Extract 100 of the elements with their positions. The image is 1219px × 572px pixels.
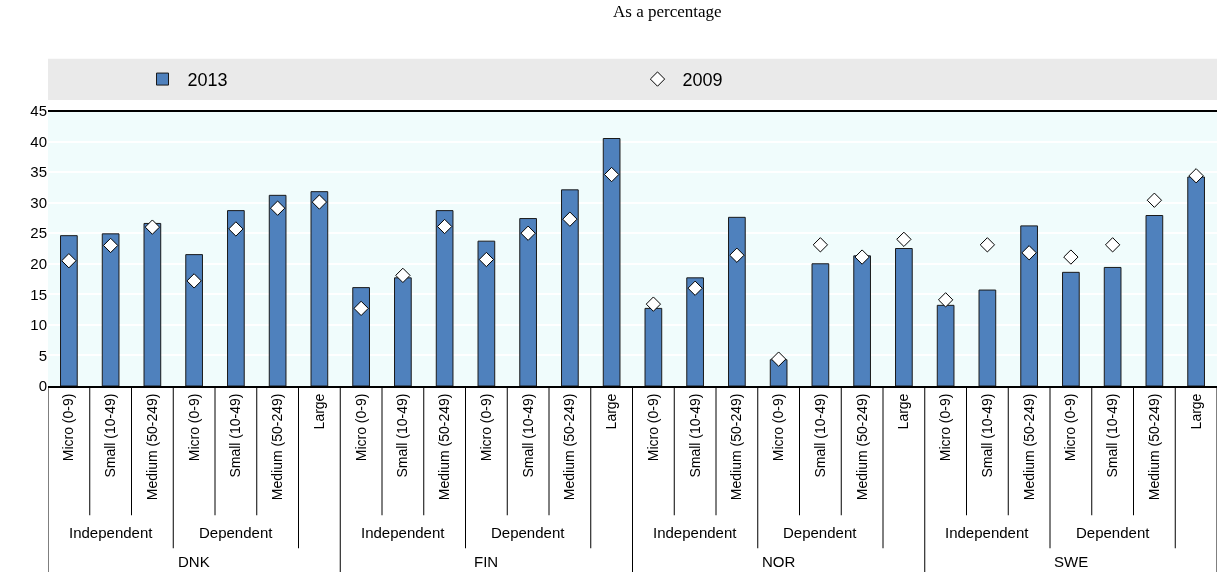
point bbox=[436, 218, 453, 235]
chart-subtitle: As a percentage bbox=[613, 2, 722, 21]
text: SWE bbox=[1054, 553, 1089, 570]
bar bbox=[853, 255, 871, 386]
bar bbox=[936, 304, 955, 386]
legend-label: 2013 bbox=[187, 70, 228, 91]
text: Independent bbox=[69, 524, 154, 541]
x-tick-label: Medium (50-249) bbox=[561, 393, 578, 501]
bar bbox=[602, 138, 621, 386]
x-tick-label: Medium (50-249) bbox=[853, 393, 870, 501]
y-tick-label: 40 bbox=[30, 132, 47, 150]
bar bbox=[394, 277, 412, 386]
bar bbox=[728, 216, 746, 386]
y-tick-label: 25 bbox=[30, 224, 47, 242]
x-tick-label: Medium (50-249) bbox=[436, 393, 453, 501]
point bbox=[61, 253, 77, 269]
bar bbox=[561, 189, 579, 386]
bar bbox=[143, 222, 162, 386]
bar bbox=[310, 191, 329, 386]
x-tick-label: Micro (0-9) bbox=[644, 393, 661, 462]
point bbox=[937, 292, 954, 308]
text: Dependent bbox=[783, 524, 858, 541]
text: Dependent bbox=[199, 524, 274, 541]
text: NOR bbox=[762, 553, 796, 570]
bar bbox=[1062, 271, 1080, 386]
x-tick-label: Large bbox=[603, 393, 620, 430]
y-tick-label: 45 bbox=[30, 102, 47, 120]
x-tick-label: Micro (0-9) bbox=[937, 393, 954, 462]
bar bbox=[1145, 215, 1164, 386]
point bbox=[186, 273, 202, 289]
legend-label: 2009 bbox=[682, 70, 723, 91]
bar bbox=[101, 233, 120, 386]
y-tick-label: 35 bbox=[30, 163, 47, 181]
x-tick-label: Micro (0-9) bbox=[352, 393, 369, 462]
x-tick-label: Small (10-49) bbox=[811, 393, 828, 478]
bar bbox=[1103, 266, 1122, 386]
point bbox=[395, 267, 411, 284]
bar bbox=[435, 210, 454, 386]
bar bbox=[1187, 176, 1205, 386]
y-tick-label: 20 bbox=[30, 255, 47, 273]
x-tick-label: Small (10-49) bbox=[686, 393, 703, 478]
bar bbox=[978, 289, 997, 386]
text: DNK bbox=[178, 553, 210, 570]
y-tick-label: 5 bbox=[38, 346, 47, 364]
point bbox=[979, 237, 996, 253]
x-tick-label: Medium (50-249) bbox=[269, 393, 286, 501]
x-tick-label: Medium (50-249) bbox=[1145, 393, 1162, 501]
x-tick-label: Medium (50-249) bbox=[143, 393, 160, 501]
x-tick-label: Small (10-49) bbox=[102, 393, 119, 478]
point bbox=[1063, 249, 1079, 265]
y-tick-label: 10 bbox=[30, 316, 47, 334]
bar bbox=[519, 218, 537, 386]
point bbox=[228, 221, 244, 237]
x-tick-label: Micro (0-9) bbox=[60, 393, 77, 462]
point bbox=[645, 296, 662, 312]
x-tick-label: Small (10-49) bbox=[978, 393, 995, 478]
point bbox=[1188, 168, 1204, 184]
point bbox=[603, 166, 620, 183]
x-tick-label: Small (10-49) bbox=[519, 393, 536, 478]
x-tick-label: Small (10-49) bbox=[394, 393, 411, 478]
x-tick-label: Micro (0-9) bbox=[1062, 393, 1079, 462]
point bbox=[896, 231, 912, 247]
point bbox=[812, 237, 829, 253]
bar bbox=[1020, 225, 1038, 386]
bar bbox=[895, 248, 913, 386]
bar bbox=[644, 307, 663, 386]
text: Dependent bbox=[491, 524, 566, 541]
text: Independent bbox=[361, 524, 446, 541]
bar bbox=[477, 240, 496, 386]
point bbox=[729, 247, 745, 263]
point bbox=[102, 237, 119, 254]
text: Independent bbox=[945, 524, 1030, 541]
point bbox=[353, 300, 369, 317]
point bbox=[770, 351, 787, 367]
x-tick-label: Micro (0-9) bbox=[185, 393, 202, 462]
point bbox=[1104, 237, 1121, 253]
bar bbox=[185, 254, 203, 386]
point bbox=[687, 280, 703, 296]
point bbox=[269, 200, 286, 216]
point bbox=[1146, 192, 1163, 208]
point bbox=[144, 219, 161, 235]
bar bbox=[352, 287, 370, 386]
y-tick-label: 15 bbox=[30, 285, 47, 303]
point bbox=[854, 249, 870, 265]
y-tick-label: 30 bbox=[30, 193, 47, 211]
x-tick-label: Micro (0-9) bbox=[770, 393, 787, 462]
bar bbox=[686, 277, 704, 386]
bar bbox=[268, 194, 287, 386]
x-tick-label: Small (10-49) bbox=[227, 393, 244, 478]
point bbox=[1021, 245, 1037, 261]
bar bbox=[811, 263, 830, 386]
x-tick-label: Micro (0-9) bbox=[477, 393, 494, 462]
x-tick-label: Medium (50-249) bbox=[1020, 393, 1037, 501]
text: Independent bbox=[653, 524, 738, 541]
text: Dependent bbox=[1076, 524, 1151, 541]
x-tick-label: Large bbox=[1187, 393, 1204, 430]
point bbox=[311, 194, 328, 210]
text: FIN bbox=[474, 553, 499, 570]
y-tick-label: 0 bbox=[38, 377, 47, 395]
x-tick-label: Small (10-49) bbox=[1104, 393, 1121, 478]
